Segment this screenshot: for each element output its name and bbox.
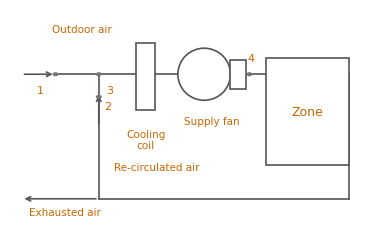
Circle shape bbox=[247, 73, 252, 76]
Text: Zone: Zone bbox=[292, 106, 324, 119]
Text: 3: 3 bbox=[107, 86, 113, 96]
Text: Supply fan: Supply fan bbox=[184, 117, 240, 127]
Text: 1: 1 bbox=[37, 86, 44, 96]
Circle shape bbox=[97, 73, 101, 76]
Text: Exhausted air: Exhausted air bbox=[29, 207, 101, 217]
Bar bbox=[230, 60, 246, 90]
Ellipse shape bbox=[178, 49, 230, 101]
Text: 4: 4 bbox=[248, 54, 255, 64]
Circle shape bbox=[53, 73, 58, 76]
Text: Outdoor air: Outdoor air bbox=[52, 25, 112, 35]
Circle shape bbox=[97, 96, 101, 99]
Text: Cooling
coil: Cooling coil bbox=[126, 129, 165, 151]
Text: Re-circulated air: Re-circulated air bbox=[114, 162, 199, 172]
Bar bbox=[136, 43, 155, 111]
Text: 2: 2 bbox=[105, 101, 112, 112]
Bar bbox=[266, 59, 349, 165]
